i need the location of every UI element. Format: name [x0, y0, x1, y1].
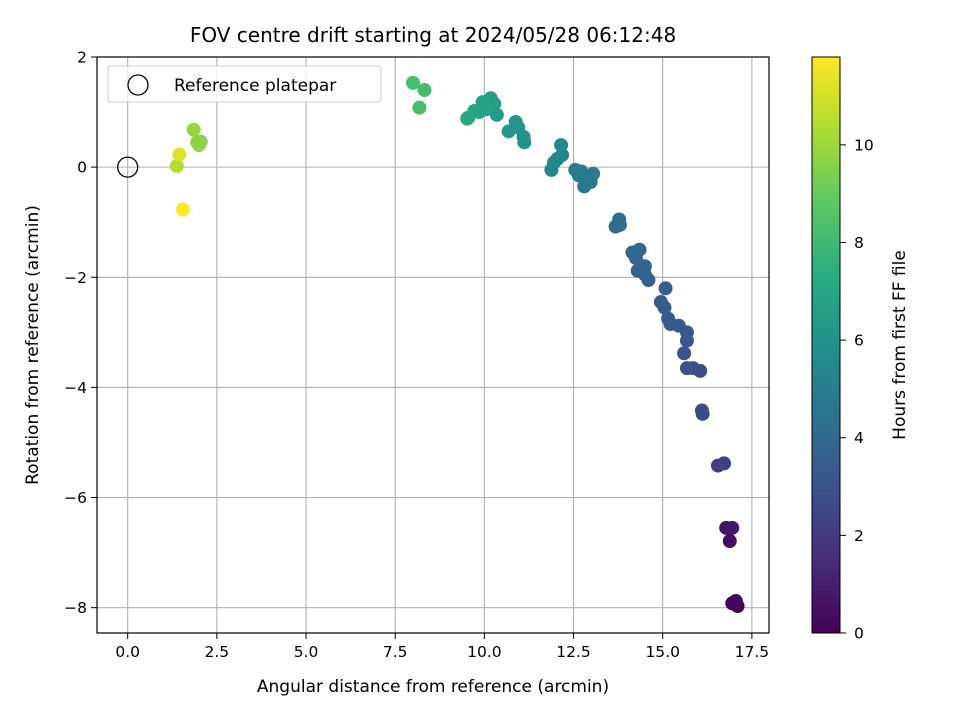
data-point	[679, 361, 694, 376]
y-axis-label: Rotation from reference (arcmin)	[23, 205, 43, 485]
data-point	[489, 107, 504, 122]
colorbar-tick-label: 8	[854, 234, 864, 252]
x-tick-label: 17.5	[735, 643, 770, 661]
x-axis: 0.0 2.5 5.0 7.5 10.0 12.5 15.0 17.5	[115, 633, 769, 661]
scatter-points	[117, 75, 745, 614]
data-point	[186, 122, 201, 137]
y-tick-label: −2	[64, 269, 87, 287]
y-tick-label: −6	[64, 489, 87, 507]
data-point	[658, 281, 673, 296]
data-point	[728, 594, 743, 609]
x-tick-label: 2.5	[205, 643, 230, 661]
data-point	[612, 212, 627, 227]
colorbar-tick-label: 6	[854, 332, 864, 350]
data-point	[546, 155, 561, 170]
data-point	[501, 124, 516, 139]
y-tick-label: 2	[77, 49, 87, 67]
data-point	[172, 147, 187, 162]
data-point	[717, 456, 732, 471]
x-tick-label: 0.0	[115, 643, 140, 661]
data-point	[637, 259, 652, 274]
data-point	[574, 164, 589, 179]
colorbar-label: Hours from first FF file	[890, 250, 910, 440]
data-point	[632, 242, 647, 257]
colorbar: 0 2 4 6 8 10 Hours from first FF file	[811, 56, 910, 643]
plot-frame	[96, 56, 770, 634]
data-point	[725, 520, 740, 535]
colorbar-tick-label: 4	[854, 429, 864, 447]
x-tick-label: 5.0	[294, 643, 319, 661]
chart-title: FOV centre drift starting at 2024/05/28 …	[190, 23, 676, 47]
data-point	[190, 135, 205, 150]
data-point	[693, 363, 708, 378]
x-axis-label: Angular distance from reference (arcmin)	[257, 677, 609, 697]
colorbar-tick-label: 0	[854, 625, 864, 643]
data-point	[169, 159, 184, 174]
data-point	[661, 311, 676, 326]
legend-box	[107, 65, 382, 103]
y-tick-label: 0	[77, 159, 87, 177]
data-point	[677, 346, 692, 361]
data-point	[406, 75, 421, 90]
colorbar-gradient	[811, 56, 841, 634]
legend-label-reference: Reference platepar	[174, 76, 336, 96]
data-point	[460, 111, 475, 126]
legend-marker-reference	[127, 74, 149, 96]
legend: Reference platepar	[107, 65, 382, 103]
y-tick-label: −8	[64, 599, 87, 617]
y-tick-label: −4	[64, 379, 87, 397]
x-tick-label: 7.5	[383, 643, 408, 661]
data-point	[722, 534, 737, 549]
data-point	[554, 138, 569, 153]
x-tick-label: 12.5	[556, 643, 591, 661]
data-point	[175, 202, 190, 217]
data-point	[412, 100, 427, 115]
x-tick-label: 10.0	[467, 643, 502, 661]
colorbar-tick-label: 2	[854, 527, 864, 545]
data-point	[586, 166, 601, 181]
y-axis: −8 −6 −4 −2 0 2	[64, 49, 97, 617]
colorbar-axis: 0 2 4 6 8 10	[840, 136, 874, 643]
colorbar-tick-label: 10	[854, 136, 874, 154]
data-point	[417, 83, 432, 98]
data-point	[653, 295, 668, 310]
x-tick-label: 15.0	[645, 643, 680, 661]
data-point	[694, 403, 709, 418]
reference-platepar-point	[117, 156, 139, 178]
